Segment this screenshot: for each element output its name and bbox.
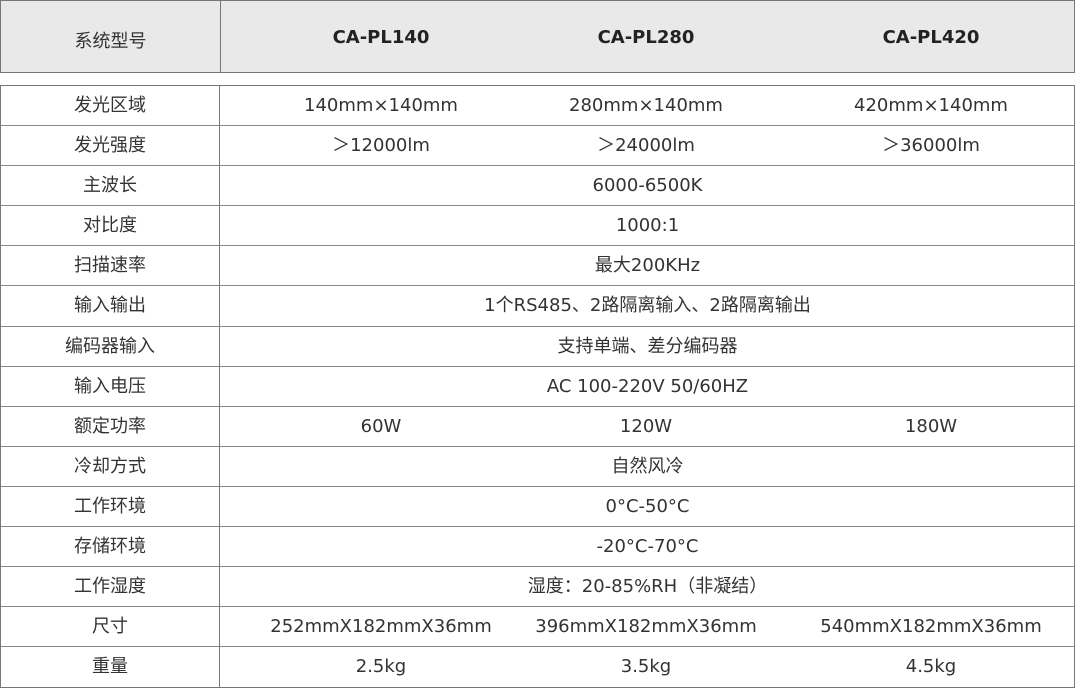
row-label: 重量 xyxy=(1,647,220,688)
row-value: 2.5kg xyxy=(355,656,407,678)
row-label: 存储环境 xyxy=(1,527,220,568)
table-row: 发光区域 140mm×140mm 280mm×140mm 420mm×140mm xyxy=(1,86,1074,127)
row-value-merged: 1000:1 xyxy=(615,215,680,237)
spec-table-body: 发光区域 140mm×140mm 280mm×140mm 420mm×140mm 发光强… xyxy=(0,85,1075,689)
header-model-2: CA-PL280 xyxy=(597,27,695,48)
row-value: ＞12000lm xyxy=(332,135,430,157)
row-label: 输入电压 xyxy=(1,366,220,407)
table-row: 扫描速率 最大200KHz xyxy=(1,246,1074,287)
row-label: 工作湿度 xyxy=(1,567,220,608)
row-label: 扫描速率 xyxy=(1,246,220,287)
table-row: 重量 2.5kg 3.5kg 4.5kg xyxy=(1,647,1074,688)
row-label: 冷却方式 xyxy=(1,446,220,487)
row-value: 280mm×140mm xyxy=(569,95,723,116)
row-value: 540mmX182mmX36mm xyxy=(820,616,1042,638)
row-label: 尺寸 xyxy=(1,607,220,648)
table-row: 输入输出 1个RS485、2路隔离输入、2路隔离输出 xyxy=(1,286,1074,327)
table-row: 发光强度 ＞12000lm ＞24000lm ＞36000lm xyxy=(1,126,1074,167)
table-row: 尺寸 252mmX182mmX36mm 396mmX182mmX36mm 540mmX… xyxy=(1,607,1074,648)
table-row: 主波长 6000-6500K xyxy=(1,166,1074,207)
row-value-merged: 0°C-50°C xyxy=(605,495,690,517)
row-value-merged: 6000-6500K xyxy=(592,175,703,197)
row-label: 工作环境 xyxy=(1,486,220,527)
table-row: 额定功率 60W 120W 180W xyxy=(1,406,1074,447)
row-value: 420mm×140mm xyxy=(854,95,1008,116)
row-value-merged: AC 100-220V 50/60HZ xyxy=(546,375,749,397)
row-value: 4.5kg xyxy=(905,656,957,678)
row-value: 180W xyxy=(904,415,958,437)
table-row: 输入电压 AC 100-220V 50/60HZ xyxy=(1,366,1074,407)
row-value: ＞24000lm xyxy=(597,135,695,157)
table-row: 对比度 1000:1 xyxy=(1,206,1074,247)
row-value-merged: 1个RS485、2路隔离输入、2路隔离输出 xyxy=(484,295,811,317)
row-label: 额定功率 xyxy=(1,406,220,447)
table-row: 工作湿度 湿度：20-85%RH（非凝结） xyxy=(1,567,1074,608)
header-model-3: CA-PL420 xyxy=(882,27,980,48)
row-value-merged: 最大200KHz xyxy=(594,255,701,277)
row-label: 输入输出 xyxy=(1,286,220,327)
row-label: 发光强度 xyxy=(1,126,220,167)
row-label: 主波长 xyxy=(1,166,220,207)
header-label: 系统型号 xyxy=(74,31,147,52)
row-value: 120W xyxy=(619,415,673,437)
row-value-merged: 自然风冷 xyxy=(611,455,684,477)
row-value: 140mm×140mm xyxy=(304,95,458,116)
row-value: ＞36000lm xyxy=(882,135,980,157)
row-label: 对比度 xyxy=(1,206,220,247)
table-row: 冷却方式 自然风冷 xyxy=(1,446,1074,487)
row-value-merged: 湿度：20-85%RH（非凝结） xyxy=(527,576,768,598)
row-value-merged: 支持单端、差分编码器 xyxy=(557,335,738,357)
row-value: 3.5kg xyxy=(620,656,672,678)
row-value-merged: -20°C-70°C xyxy=(596,536,699,558)
row-value: 60W xyxy=(360,415,402,437)
row-value: 396mmX182mmX36mm xyxy=(535,616,757,638)
table-row: 存储环境 -20°C-70°C xyxy=(1,527,1074,568)
table-header: 系统型号 CA-PL140 CA-PL280 CA-PL420 xyxy=(0,0,1075,73)
table-row: 工作环境 0°C-50°C xyxy=(1,486,1074,528)
table-row: 编码器输入 支持单端、差分编码器 xyxy=(1,326,1074,367)
row-value: 252mmX182mmX36mm xyxy=(270,616,492,638)
row-label: 发光区域 xyxy=(1,86,220,126)
row-label: 编码器输入 xyxy=(1,326,220,367)
header-model-1: CA-PL140 xyxy=(332,27,430,48)
column-divider xyxy=(220,1,221,72)
